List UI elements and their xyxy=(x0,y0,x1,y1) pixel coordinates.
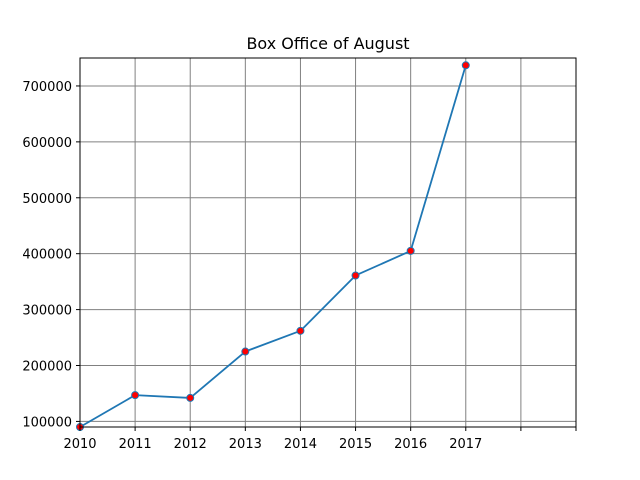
series-line-layer xyxy=(79,65,467,428)
grid xyxy=(79,58,577,427)
data-point xyxy=(461,61,470,70)
data-point xyxy=(186,393,195,402)
y-tick-labels: 100000 200000 300000 400000 500000 600000 7000… xyxy=(22,80,72,430)
x-tick-label: 2014 xyxy=(284,437,317,452)
y-tick-label: 500000 xyxy=(22,192,72,207)
chart-title: Box Office of August xyxy=(246,34,409,53)
data-points xyxy=(76,61,470,431)
y-tick-label: 400000 xyxy=(22,248,72,263)
x-tick-label: 2012 xyxy=(174,437,207,452)
series-line xyxy=(79,65,467,428)
plot-frame xyxy=(79,57,577,428)
x-tick-label: 2017 xyxy=(449,437,482,452)
data-point xyxy=(131,391,140,400)
x-tick-label: 2010 xyxy=(63,437,96,452)
y-tick-label: 600000 xyxy=(22,136,72,151)
axis-ticks xyxy=(76,85,577,431)
y-tick-label: 100000 xyxy=(22,415,72,430)
y-tick-label: 200000 xyxy=(22,360,72,375)
x-tick-label: 2016 xyxy=(394,437,427,452)
x-tick-label: 2013 xyxy=(229,437,262,452)
y-tick-label: 300000 xyxy=(22,304,72,319)
data-point xyxy=(296,326,305,335)
x-tick-labels: 2010 2011 2012 2013 2014 2015 2016 2017 xyxy=(63,437,482,452)
data-point xyxy=(351,271,360,280)
y-tick-label: 700000 xyxy=(22,80,72,95)
data-point xyxy=(406,246,415,255)
x-tick-label: 2011 xyxy=(119,437,152,452)
data-point xyxy=(241,347,250,356)
x-tick-label: 2015 xyxy=(339,437,372,452)
